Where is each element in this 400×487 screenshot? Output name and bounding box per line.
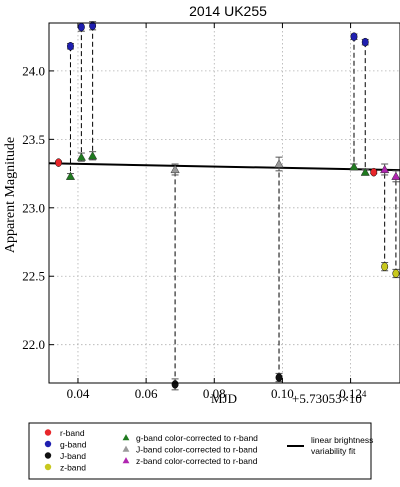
legend-entry: J-band	[60, 451, 86, 461]
legend-entry: r-band	[60, 428, 85, 438]
legend-marker	[122, 457, 130, 464]
x-tick-label: 0.10	[271, 386, 294, 401]
x-tick-label: 0.04	[67, 386, 90, 401]
x-offset-exponent: 4	[362, 389, 367, 399]
j-band-point	[171, 380, 179, 389]
grid	[49, 23, 400, 383]
legend-marker	[44, 440, 52, 448]
plot-area-frame	[48, 22, 400, 384]
legend-marker	[44, 463, 52, 471]
g-band-color-corrected-to-r-band-point	[360, 167, 370, 176]
r-band-point	[55, 158, 62, 167]
legend-entry: J-band color-corrected to r-band	[136, 445, 258, 455]
x-tick-label: 0.08	[203, 386, 226, 401]
legend-marker	[44, 452, 52, 459]
y-tick-label: 22.5	[22, 269, 45, 284]
g-band-color-corrected-to-r-band-point	[87, 151, 98, 160]
y-axis-label: Apparent Magnitude	[3, 137, 18, 253]
legend-entry: g-band color-corrected to r-band	[136, 433, 258, 443]
legend-entry-fit: variability fit	[311, 446, 356, 456]
legend-entry-fit: linear brightness	[311, 435, 373, 445]
y-tick-label: 24.0	[22, 63, 45, 78]
fit-line	[48, 162, 400, 172]
g-band-point	[67, 42, 74, 51]
x-axis-label: MJD	[211, 391, 237, 406]
legend-entry: z-band	[60, 463, 86, 473]
legend-entry: g-band	[60, 440, 87, 450]
r-band-point	[370, 167, 378, 177]
chart-title: 2014 UK255	[189, 3, 267, 19]
legend-entry: z-band color-corrected to r-band	[136, 456, 258, 466]
g-band-color-corrected-to-r-band-point	[76, 152, 86, 161]
g-band-point	[350, 32, 358, 41]
dashed-connectors	[69, 25, 397, 385]
legend-box	[28, 422, 372, 480]
g-band-color-corrected-to-r-band-point	[65, 171, 76, 180]
z-band-point	[392, 269, 400, 278]
y-tick-label: 23.0	[22, 200, 45, 215]
x-offset-base: +5.73053×10	[292, 391, 362, 406]
z-band-point	[381, 262, 389, 271]
z-band-color-corrected-to-r-band-point	[380, 164, 390, 174]
legend-marker	[122, 434, 130, 441]
x-tick-label: 0.12	[339, 386, 362, 401]
axis-ticks: 0.04 0.06 0.08 0.10 0.12 22.0 22.5 23.0 23.5 24.0	[22, 23, 362, 401]
legend-marker	[122, 445, 130, 452]
g-band-point	[77, 22, 85, 32]
x-tick-label: 0.06	[135, 386, 158, 401]
g-band-point	[361, 37, 369, 47]
j-band-color-corrected-to-r-band-point	[274, 159, 284, 168]
x-offset-label: +5.73053×104	[292, 389, 367, 406]
y-tick-label: 22.0	[22, 337, 45, 352]
z-band-color-corrected-to-r-band-point	[391, 171, 400, 180]
j-band-color-corrected-to-r-band-point	[170, 164, 180, 174]
g-band-color-corrected-to-r-band-point	[349, 162, 359, 171]
y-tick-label: 23.5	[22, 132, 45, 147]
legend-marker	[44, 429, 52, 436]
data-markers	[55, 21, 400, 391]
j-band-point	[275, 373, 283, 382]
g-band-point	[89, 21, 97, 30]
